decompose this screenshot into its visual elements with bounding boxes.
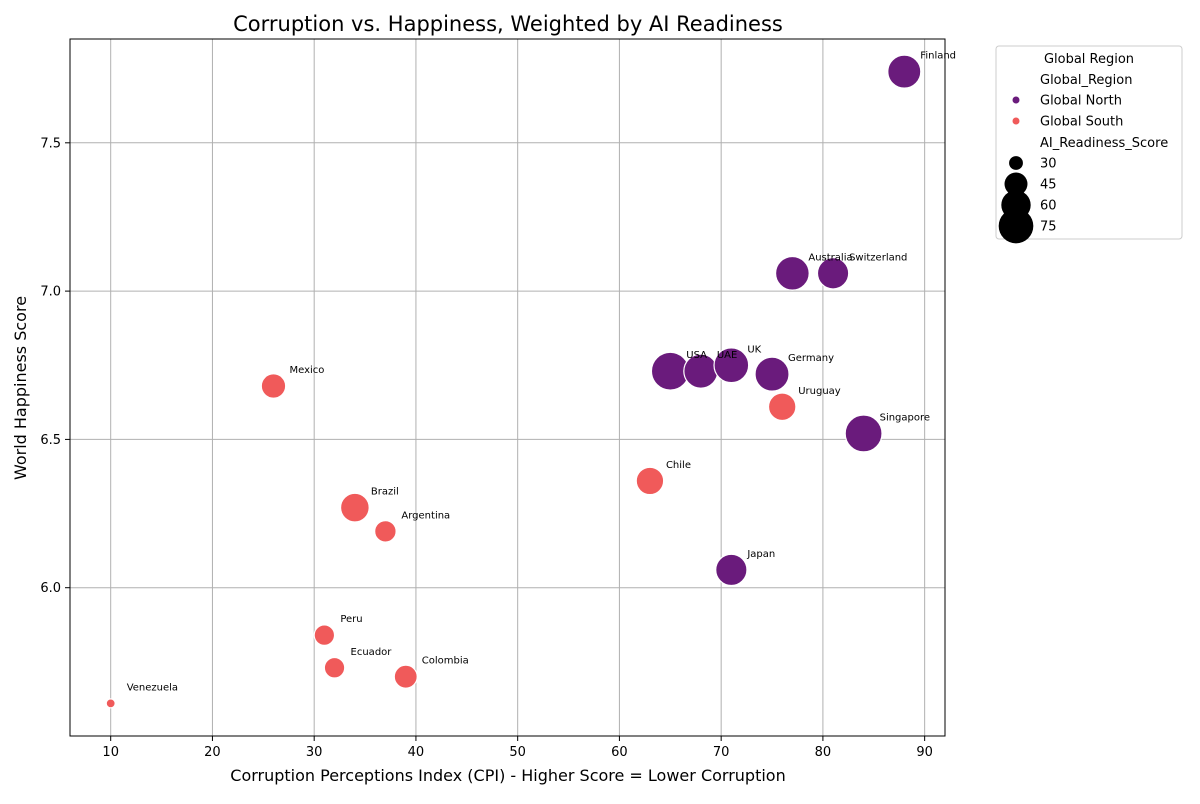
legend-label-global-north: Global North [1040, 94, 1122, 109]
data-point-mexico [260, 373, 287, 399]
data-point-switzerland [816, 257, 850, 290]
y-tick-label: 7.5 [40, 136, 61, 151]
legend-size-label-75: 75 [1040, 220, 1057, 235]
data-point-singapore [844, 414, 883, 453]
x-tick-label: 10 [102, 745, 119, 760]
point-label-ecuador: Ecuador [351, 647, 393, 658]
x-tick-label: 30 [306, 745, 323, 760]
x-tick-label: 20 [204, 745, 221, 760]
legend-marker-global-north [1012, 96, 1020, 104]
data-point-finland [887, 54, 922, 89]
y-ticks: 6.0 6.5 7.0 7.5 [40, 136, 70, 596]
data-point-brazil [339, 492, 370, 523]
data-point-peru [313, 624, 336, 646]
x-tick-label: 80 [815, 745, 832, 760]
y-tick-label: 6.0 [40, 581, 61, 596]
point-label-uk: UK [747, 344, 761, 355]
point-label-singapore: Singapore [880, 412, 930, 423]
data-point-venezuela [105, 698, 116, 709]
data-point-argentina [374, 520, 397, 543]
y-tick-label: 7.0 [40, 285, 61, 300]
legend-size-label-30: 30 [1040, 157, 1057, 172]
data-points [105, 54, 922, 709]
x-tick-label: 90 [916, 745, 933, 760]
legend-size-items: 30 45 60 75 [998, 156, 1057, 244]
legend-size-header: AI_Readiness_Score [1040, 136, 1168, 151]
legend-title: Global Region [1044, 52, 1134, 67]
point-label-chile: Chile [666, 460, 691, 471]
data-point-chile [635, 466, 665, 496]
point-label-germany: Germany [788, 353, 834, 364]
x-tick-label: 40 [408, 745, 425, 760]
chart-title: Corruption vs. Happiness, Weighted by AI… [233, 12, 783, 36]
legend-label-global-south: Global South [1040, 115, 1123, 130]
grid-lines [70, 39, 945, 736]
x-ticks: 10 20 30 40 50 60 70 80 90 [102, 736, 933, 760]
point-label-argentina: Argentina [401, 510, 450, 521]
x-tick-label: 70 [713, 745, 730, 760]
point-label-japan: Japan [746, 549, 775, 560]
legend-frame [995, 45, 1183, 240]
point-label-uae: UAE [717, 350, 737, 361]
x-tick-label: 60 [611, 745, 628, 760]
point-label-uruguay: Uruguay [798, 386, 841, 397]
legend: Global Region Global_Region Global North… [995, 45, 1183, 244]
data-point-ecuador [323, 656, 346, 679]
legend-size-label-60: 60 [1040, 199, 1057, 214]
x-axis-label: Corruption Perceptions Index (CPI) - Hig… [230, 766, 785, 785]
data-point-australia [774, 255, 810, 291]
point-label-mexico: Mexico [289, 365, 324, 376]
point-label-peru: Peru [340, 614, 362, 625]
point-label-australia: Australia [808, 252, 852, 263]
legend-size-label-45: 45 [1040, 178, 1057, 193]
data-point-uk [713, 347, 750, 384]
legend-marker-global-south [1012, 117, 1020, 125]
legend-size-marker-75 [998, 208, 1034, 244]
plot-frame [69, 38, 946, 737]
point-label-brazil: Brazil [371, 487, 399, 498]
legend-region-items: Global North Global South [1012, 94, 1123, 130]
legend-size-marker-30 [1009, 156, 1023, 170]
y-tick-label: 6.5 [40, 433, 61, 448]
y-axis-label: World Happiness Score [11, 296, 30, 480]
point-label-colombia: Colombia [422, 656, 469, 667]
data-point-colombia [393, 664, 418, 689]
point-label-finland: Finland [920, 51, 956, 62]
x-tick-label: 50 [509, 745, 526, 760]
legend-hue-header: Global_Region [1040, 73, 1132, 88]
point-label-venezuela: Venezuela [127, 682, 178, 693]
data-point-japan [715, 553, 748, 587]
point-label-switzerland: Switzerland [849, 252, 907, 263]
legend-size-marker-45 [1004, 172, 1028, 196]
data-point-uruguay [767, 392, 797, 422]
data-point-germany [754, 356, 790, 392]
point-label-usa: USA [686, 350, 707, 361]
